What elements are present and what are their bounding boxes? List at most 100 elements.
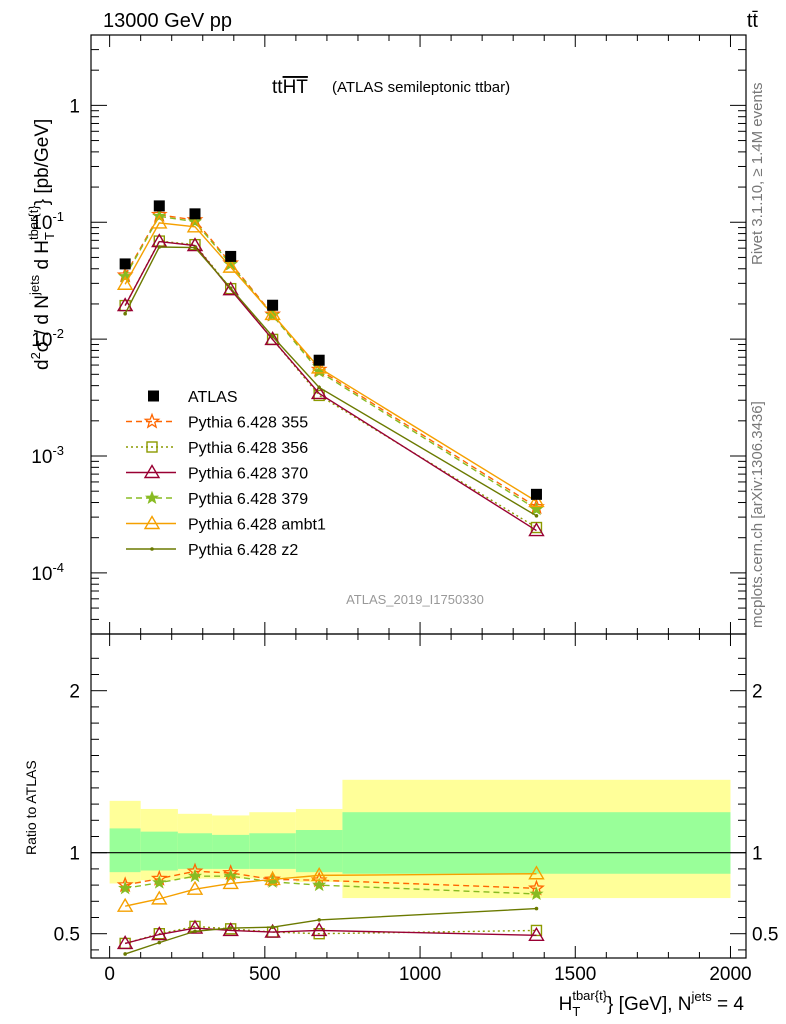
data-point bbox=[119, 258, 131, 270]
x-tick-label: 1500 bbox=[554, 964, 596, 985]
series-point bbox=[186, 218, 204, 233]
series-ratio-point bbox=[228, 926, 233, 930]
svg-text:d2σ / d Njets d HTtbar{t}} [pb: d2σ / d Njets d HTtbar{t}} [pb/GeV] bbox=[26, 119, 57, 370]
ratio-ylabel: Ratio to ATLAS bbox=[23, 760, 39, 855]
y-tick-label: 10-4 bbox=[31, 560, 64, 585]
series-ratio-point bbox=[222, 875, 239, 890]
series-line bbox=[124, 215, 537, 510]
series-ratio-point bbox=[528, 926, 545, 942]
series-ratio-point bbox=[529, 886, 544, 901]
series-point bbox=[534, 514, 539, 518]
series-ratio-point bbox=[264, 923, 281, 938]
series-line bbox=[124, 240, 537, 532]
series-ratio-point bbox=[151, 926, 168, 941]
ratio-tick-label-right: 1 bbox=[752, 844, 763, 865]
y-tick-exponent: -3 bbox=[52, 443, 64, 458]
series-point bbox=[264, 331, 281, 346]
plot-layer: 0 500 1000 1500 2000 10-4 10-3 10-2 10-1 1 0.5 0.5 1… bbox=[31, 34, 778, 985]
main-ylabel: d2σ / d Njets d HTtbar{t}} [pb/GeV] bbox=[26, 119, 57, 370]
series-point bbox=[123, 311, 127, 316]
series-point bbox=[228, 286, 233, 290]
series-ratio-point bbox=[312, 877, 327, 892]
y-tick-label: 1 bbox=[69, 96, 80, 117]
xlabel: HTtbar{t}} [GeV], Njets = 4 bbox=[559, 988, 745, 1019]
band-inner bbox=[249, 833, 296, 869]
x-tick-label: 1000 bbox=[399, 964, 441, 985]
mcplots-label: mcplots.cern.ch [arXiv:1306.3436] bbox=[749, 401, 766, 628]
series-ratio-point bbox=[313, 928, 325, 940]
data-series bbox=[119, 200, 542, 500]
data-point bbox=[267, 299, 279, 311]
series-point bbox=[529, 501, 544, 516]
legend-label: Pythia 6.428 z2 bbox=[188, 542, 298, 559]
series-ratio-point bbox=[530, 924, 543, 937]
ratio-tick-label: 1 bbox=[69, 844, 80, 865]
series-ratio-point bbox=[118, 880, 133, 895]
series-point bbox=[186, 237, 204, 252]
analysis-id: ATLAS_2019_I1750330 bbox=[346, 592, 484, 607]
series-ratio-point bbox=[187, 868, 203, 883]
series-line bbox=[124, 222, 537, 502]
series-point bbox=[222, 281, 239, 296]
series-4 bbox=[116, 214, 545, 912]
x-ticks: 0 500 1000 1500 2000 bbox=[104, 35, 752, 985]
series-point bbox=[193, 245, 197, 250]
legend-label-data: ATLAS bbox=[188, 389, 238, 406]
series-point bbox=[222, 258, 239, 273]
series-point bbox=[528, 493, 545, 508]
series-point bbox=[528, 522, 545, 537]
ratio-frame bbox=[90, 633, 747, 959]
legend: ATLAS Pythia 6.428 355 Pythia 6.428 356 Pyt… bbox=[126, 389, 326, 559]
series-ratio-line bbox=[124, 925, 537, 945]
series-point bbox=[310, 359, 328, 374]
legend-marker bbox=[143, 464, 161, 479]
y-tick-exponent: -1 bbox=[52, 209, 64, 224]
series-point bbox=[310, 385, 328, 400]
series-point bbox=[264, 305, 281, 321]
y-tick-label: 10-3 bbox=[31, 443, 64, 468]
rivet-label: Rivet 3.1.10, ≥ 1.4M events bbox=[749, 83, 766, 266]
series-ratio-point bbox=[264, 871, 281, 886]
legend-label: Pythia 6.428 370 bbox=[188, 466, 308, 483]
x-tick-label: 2000 bbox=[709, 964, 751, 985]
ratio-tick-label-right: 2 bbox=[752, 682, 763, 703]
chart-title-overline: HT bbox=[283, 77, 309, 98]
ratio-bands bbox=[109, 779, 731, 899]
chart-subtitle: (ATLAS semileptonic ttbar) bbox=[332, 79, 510, 96]
series-ratio-point bbox=[151, 890, 168, 905]
chart-title: ttHT bbox=[272, 77, 308, 98]
series-5 bbox=[123, 245, 539, 956]
band-inner bbox=[295, 830, 343, 873]
svg-text:HTtbar{t}} [GeV], Njets = 4: HTtbar{t}} [GeV], Njets = 4 bbox=[559, 988, 745, 1019]
series-ratio-line bbox=[125, 873, 537, 907]
series-ratio-point bbox=[186, 880, 204, 895]
band-inner bbox=[342, 812, 731, 874]
legend-marker bbox=[143, 412, 161, 429]
series-ratio-point bbox=[270, 925, 275, 930]
series-ratio-point bbox=[310, 922, 328, 937]
series-ratio-point bbox=[310, 866, 328, 882]
legend-marker bbox=[143, 515, 161, 530]
band-inner bbox=[109, 828, 141, 873]
legend-label: Pythia 6.428 379 bbox=[188, 491, 308, 508]
data-point bbox=[153, 200, 165, 212]
process-label: tt̄ bbox=[747, 10, 759, 32]
legend-marker bbox=[150, 547, 154, 551]
series-ratio-point bbox=[116, 897, 134, 912]
series-point bbox=[151, 214, 168, 229]
y-tick-exponent: -2 bbox=[52, 326, 64, 341]
series-ratio-point bbox=[193, 929, 197, 934]
series-line bbox=[124, 240, 537, 529]
ratio-tick-label: 0.5 bbox=[54, 925, 80, 946]
energy-label: 13000 GeV pp bbox=[103, 10, 232, 32]
y-tick-label: 10-1 bbox=[31, 209, 64, 234]
series-ratio-point bbox=[116, 935, 134, 950]
x-tick-label: 500 bbox=[249, 964, 281, 985]
ratio-tick-label-right: 0.5 bbox=[752, 925, 778, 946]
series-line bbox=[124, 246, 537, 517]
series-ratio-point bbox=[152, 875, 167, 889]
series-ratio-point bbox=[222, 922, 239, 937]
series-point bbox=[270, 334, 275, 339]
data-point bbox=[530, 488, 542, 500]
